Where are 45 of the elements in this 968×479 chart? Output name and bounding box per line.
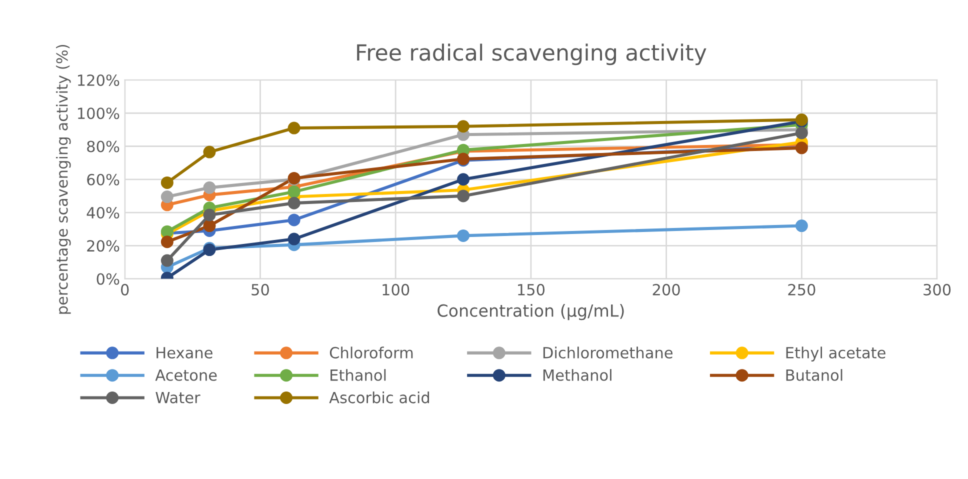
- point: [795, 220, 808, 232]
- point: [160, 190, 174, 204]
- y-tick-label: 100%: [78, 108, 120, 120]
- legend-label: Methanol: [543, 369, 612, 381]
- point: [160, 236, 174, 248]
- x-tick-label: 50: [252, 284, 269, 296]
- point: [203, 181, 216, 194]
- point: [288, 232, 300, 246]
- point: [457, 190, 470, 202]
- point: [457, 229, 470, 242]
- legend-label: Dichloromethane: [543, 346, 672, 358]
- point: [203, 146, 216, 158]
- y-tick-label: 120%: [78, 74, 120, 86]
- x-tick-label: 250: [788, 284, 816, 296]
- legend-label: Acetone: [155, 370, 217, 381]
- x-tick-label: 150: [518, 284, 545, 296]
- chart-title: Free radical scavenging activity: [357, 44, 706, 66]
- point: [160, 176, 174, 189]
- point: [457, 173, 470, 186]
- x-tick-label: 100: [382, 284, 410, 296]
- y-tick-label: 0%: [96, 273, 120, 285]
- legend-label: Water: [156, 392, 200, 404]
- legend-label: Butanol: [786, 369, 842, 381]
- point: [288, 122, 300, 134]
- x-tick-label: 0: [121, 284, 129, 296]
- point: [288, 186, 300, 198]
- y-tick-label: 40%: [86, 206, 120, 219]
- point: [203, 208, 216, 222]
- x-axis-title: Concentration (µg/mL): [438, 304, 624, 320]
- legend-label: Chloroform: [330, 346, 413, 358]
- legend-label: Ethanol: [330, 369, 386, 381]
- x-tick-label: 200: [652, 284, 680, 296]
- point: [288, 214, 300, 226]
- point: [457, 120, 470, 133]
- y-tick-label: 80%: [87, 140, 120, 152]
- legend-label: Ascorbic acid: [329, 392, 430, 404]
- point: [203, 220, 216, 232]
- y-tick-label: 60%: [87, 174, 120, 186]
- x-tick-label: 300: [924, 284, 951, 296]
- y-tick-label: 20%: [87, 240, 120, 252]
- point: [160, 254, 174, 267]
- legend-label: Hexane: [156, 347, 212, 358]
- point: [288, 196, 300, 210]
- legend-label: Ethyl acetate: [786, 346, 886, 362]
- y-axis-title: percentage scavenging activity (%): [56, 44, 71, 314]
